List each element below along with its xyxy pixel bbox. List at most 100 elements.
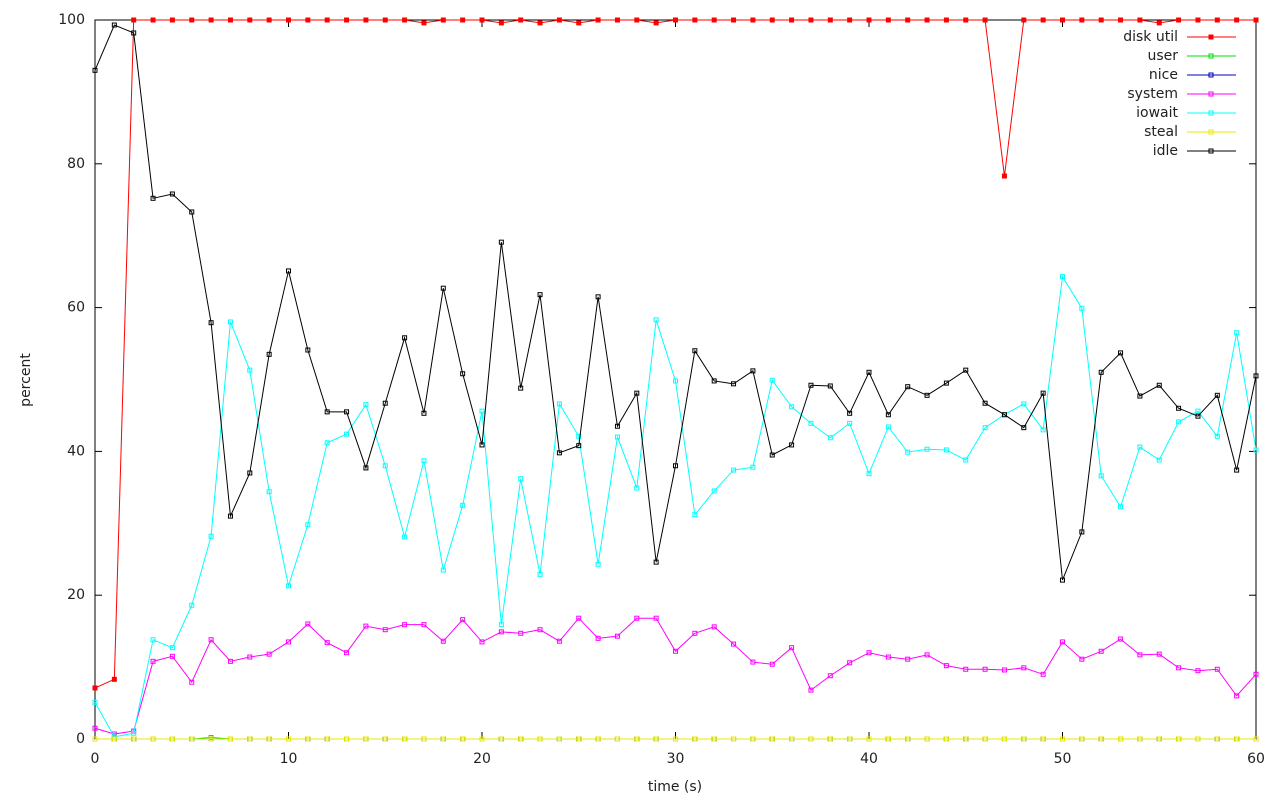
- point: [1021, 425, 1027, 431]
- point: [344, 409, 350, 415]
- legend-label: iowait: [1136, 105, 1178, 121]
- point: [518, 17, 524, 23]
- point: [1176, 17, 1182, 23]
- point: [1021, 665, 1027, 671]
- point: [1195, 736, 1201, 742]
- point: [982, 666, 988, 672]
- y-tick-label: 80: [67, 156, 85, 172]
- point: [402, 622, 408, 628]
- x-tick-label: 0: [91, 751, 100, 767]
- series-line: [94, 617, 1257, 735]
- point: [169, 17, 175, 23]
- point: [169, 191, 175, 197]
- point: [1079, 736, 1085, 742]
- y-tick-label: 100: [58, 12, 85, 28]
- point: [847, 420, 853, 426]
- point: [1060, 274, 1065, 280]
- point: [750, 17, 756, 23]
- point: [808, 17, 814, 23]
- y-axis-label: percent: [18, 353, 34, 407]
- point: [150, 658, 156, 664]
- point: [227, 658, 233, 664]
- point: [1001, 173, 1007, 179]
- point: [266, 489, 272, 495]
- point: [382, 627, 388, 633]
- point: [363, 623, 369, 629]
- point: [402, 17, 408, 23]
- point: [1079, 305, 1085, 311]
- y-tick-label: 40: [67, 443, 85, 459]
- point: [1234, 467, 1240, 473]
- point: [1137, 444, 1143, 450]
- point: [344, 431, 350, 437]
- point: [363, 465, 369, 471]
- point: [1137, 736, 1143, 742]
- point: [460, 502, 466, 508]
- legend-label: user: [1147, 48, 1178, 64]
- point: [1118, 350, 1124, 356]
- point: [556, 401, 562, 407]
- point: [1021, 17, 1027, 23]
- point: [150, 17, 156, 23]
- point: [1060, 639, 1065, 645]
- point: [692, 512, 698, 518]
- point: [1156, 20, 1162, 26]
- point: [344, 17, 350, 23]
- point: [247, 654, 253, 660]
- point: [924, 736, 930, 742]
- point: [1156, 382, 1162, 388]
- point: [479, 442, 485, 448]
- point: [208, 17, 214, 23]
- point: [92, 725, 98, 731]
- point: [769, 377, 775, 383]
- point: [382, 736, 388, 742]
- point: [1040, 17, 1046, 23]
- point: [1021, 401, 1027, 407]
- point: [1118, 17, 1124, 23]
- point: [150, 736, 156, 742]
- point: [402, 736, 408, 742]
- point: [344, 650, 350, 656]
- point: [963, 367, 969, 373]
- point: [789, 404, 795, 410]
- point: [1214, 17, 1220, 23]
- point: [614, 434, 620, 440]
- legend-marker: [1208, 91, 1214, 97]
- point: [634, 615, 640, 621]
- point: [827, 673, 833, 679]
- point: [943, 447, 949, 453]
- point: [498, 239, 504, 245]
- point: [518, 736, 524, 742]
- point: [150, 637, 156, 643]
- point: [537, 736, 543, 742]
- point: [1253, 17, 1259, 23]
- point: [1176, 736, 1182, 742]
- point: [963, 457, 969, 463]
- legend-marker: [1208, 34, 1214, 40]
- point: [982, 425, 988, 431]
- point: [731, 641, 737, 647]
- legend-label: idle: [1153, 143, 1178, 159]
- point: [537, 292, 543, 298]
- point: [1040, 427, 1046, 433]
- point: [537, 627, 543, 633]
- point: [440, 638, 446, 644]
- point: [653, 736, 659, 742]
- point: [440, 285, 446, 291]
- point: [498, 629, 504, 635]
- point: [1253, 447, 1259, 453]
- point: [131, 17, 137, 23]
- point: [634, 736, 640, 742]
- point: [479, 408, 485, 414]
- point: [808, 420, 814, 426]
- point: [982, 400, 988, 406]
- point: [421, 410, 427, 416]
- point: [1079, 17, 1085, 23]
- point: [440, 567, 446, 573]
- point: [1253, 373, 1259, 379]
- point: [731, 17, 737, 23]
- point: [731, 736, 737, 742]
- point: [750, 464, 756, 470]
- y-tick-label: 20: [67, 587, 85, 603]
- point: [111, 736, 117, 742]
